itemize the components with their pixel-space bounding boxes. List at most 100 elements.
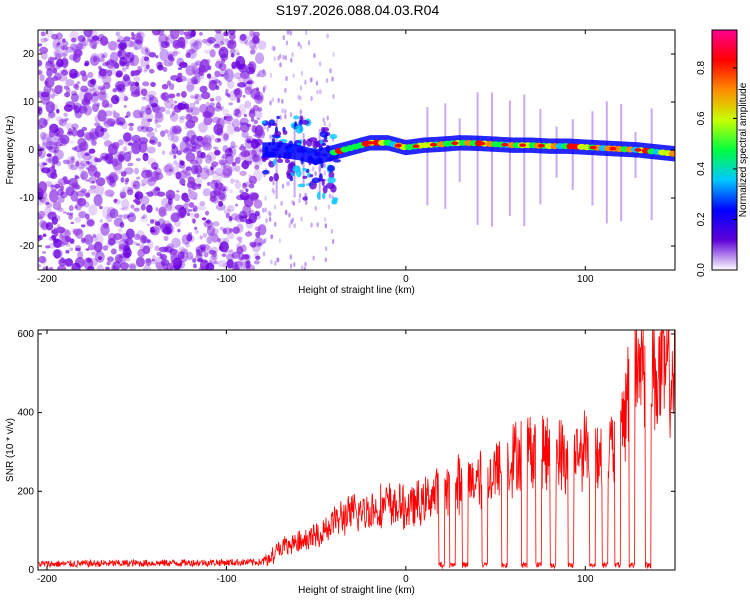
noise-blob — [85, 179, 90, 182]
noise-blob — [120, 123, 124, 127]
noise-blob — [244, 253, 251, 261]
noise-blob — [86, 219, 95, 227]
noise-blob — [40, 37, 48, 43]
noise-blob — [202, 188, 212, 197]
transition-dot — [279, 115, 282, 121]
noise-blob — [173, 100, 178, 104]
noise-blob — [192, 218, 196, 224]
noise-blob — [91, 251, 96, 256]
noise-blob — [231, 251, 241, 259]
noise-blob — [214, 70, 221, 78]
noise-blob — [127, 213, 137, 223]
spec-xtick-label: -200 — [37, 274, 57, 285]
transition-dot — [266, 126, 269, 132]
noise-blob — [57, 188, 64, 197]
noise-blob — [208, 134, 216, 141]
noise-blob — [240, 244, 247, 253]
noise-blob — [148, 68, 155, 74]
noise-blob — [192, 263, 197, 269]
noise-blob — [119, 221, 125, 228]
transition-dot — [326, 33, 329, 39]
noise-blob — [65, 101, 76, 108]
noise-blob — [253, 260, 260, 265]
transition-dot — [289, 254, 292, 260]
noise-blob — [202, 110, 212, 119]
noise-blob — [148, 52, 157, 58]
noise-blob — [213, 187, 222, 196]
noise-blob — [159, 46, 165, 50]
noise-blob — [38, 59, 43, 67]
noise-blob — [48, 141, 58, 154]
noise-blob — [255, 255, 261, 260]
noise-blob — [104, 189, 115, 197]
cluster-blob — [292, 165, 301, 173]
noise-blob — [226, 259, 234, 269]
transition-dot — [284, 55, 287, 61]
cluster-blob — [322, 185, 328, 194]
transition-dot — [271, 97, 274, 103]
noise-blob — [140, 46, 150, 55]
noise-blob — [174, 128, 182, 133]
noise-blob — [193, 100, 200, 105]
noise-blob — [230, 178, 235, 184]
ridge-cell — [668, 150, 675, 157]
noise-blob — [222, 188, 226, 192]
noise-blob — [228, 102, 233, 106]
transition-dot — [264, 237, 267, 243]
noise-blob — [162, 226, 172, 235]
cluster-blob — [328, 171, 335, 179]
noise-blob — [48, 266, 54, 270]
noise-blob — [216, 127, 224, 137]
noise-blob — [240, 215, 244, 220]
noise-blob — [98, 39, 106, 45]
cluster-blob — [262, 169, 270, 175]
noise-blob — [183, 103, 190, 110]
noise-blob — [157, 64, 164, 71]
ridge-peak — [451, 141, 459, 145]
noise-blob — [166, 262, 174, 270]
noise-blob — [53, 49, 59, 56]
noise-blob — [252, 153, 261, 162]
noise-blob — [253, 169, 263, 182]
transition-dot — [274, 221, 277, 227]
noise-blob — [41, 142, 48, 149]
noise-blob — [164, 36, 170, 42]
noise-blob — [165, 222, 172, 229]
noise-blob — [198, 265, 207, 270]
cluster-blob — [286, 172, 292, 180]
noise-blob — [47, 111, 56, 119]
noise-blob — [82, 147, 88, 152]
noise-blob — [113, 198, 121, 205]
noise-blob — [146, 131, 155, 138]
noise-blob — [117, 139, 124, 146]
noise-blob — [76, 129, 85, 138]
noise-blob — [99, 218, 103, 224]
noise-blob — [236, 223, 244, 233]
transition-dot — [287, 30, 290, 35]
noise-blob — [122, 146, 128, 152]
noise-blob — [78, 39, 87, 50]
snr-frame — [37, 329, 676, 571]
noise-blob — [254, 226, 261, 232]
streak — [620, 103, 623, 222]
cluster-blob — [331, 199, 338, 205]
noise-blob — [247, 80, 253, 84]
noise-blob — [243, 113, 248, 118]
noise-blob — [38, 162, 42, 167]
noise-blob — [117, 153, 122, 158]
noise-blob — [257, 69, 267, 78]
transition-dot — [293, 261, 296, 267]
cluster-blob — [316, 191, 321, 200]
noise-blob — [134, 70, 141, 74]
noise-blob — [38, 181, 47, 194]
noise-blob — [63, 112, 68, 117]
noise-blob — [150, 170, 160, 182]
noise-blob — [77, 35, 86, 43]
noise-blob — [220, 172, 229, 179]
cluster-blob — [319, 139, 323, 145]
noise-blob — [178, 170, 187, 180]
noise-blob — [188, 212, 196, 218]
noise-blob — [40, 131, 47, 140]
noise-blob — [70, 93, 79, 103]
noise-blob — [102, 206, 112, 219]
